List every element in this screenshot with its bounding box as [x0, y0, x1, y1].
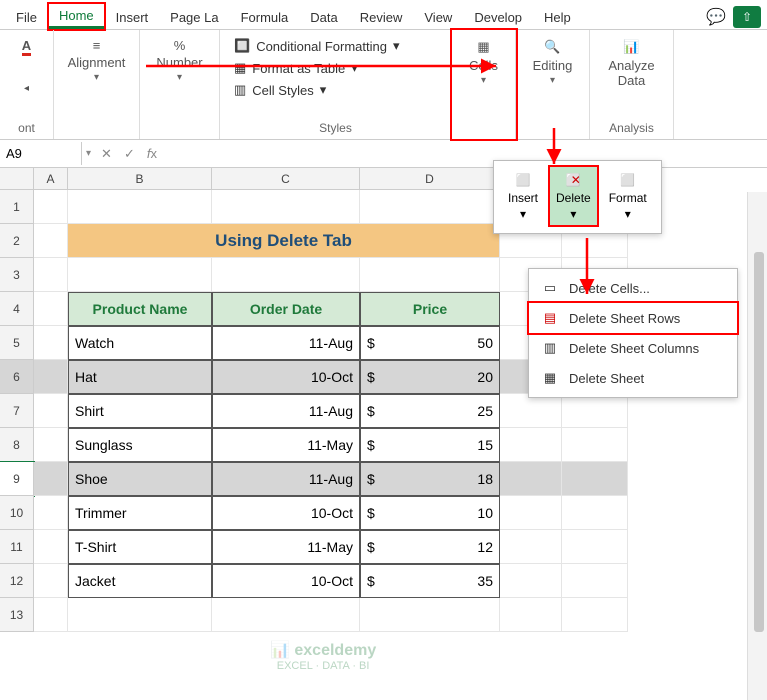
insert-cells-button[interactable]: ⬜ Insert▾	[502, 167, 544, 225]
align-center-icon: ≡	[93, 38, 101, 53]
styles-group-label: Styles	[319, 121, 352, 135]
delete-cells-icon: ▭	[541, 279, 559, 297]
tab-page-layout[interactable]: Page La	[160, 6, 228, 28]
enter-icon[interactable]: ✓	[118, 146, 141, 162]
ribbon: A ◂ ont ≡ Alignment▾ % Number▾ 🔲Conditio…	[0, 30, 767, 140]
analyze-icon: 📊	[623, 38, 641, 56]
delete-sheet-columns-menu[interactable]: ▥Delete Sheet Columns	[529, 333, 737, 363]
tab-home[interactable]: Home	[49, 4, 104, 29]
format-icon: ⬜	[619, 171, 637, 189]
cells-icon: ▦	[475, 38, 493, 56]
cancel-icon[interactable]: ✕	[95, 146, 118, 162]
tab-data[interactable]: Data	[300, 6, 347, 28]
tab-insert[interactable]: Insert	[106, 6, 159, 28]
tab-help[interactable]: Help	[534, 6, 581, 28]
cell-styles-button[interactable]: ▥Cell Styles▾	[234, 82, 432, 98]
delete-icon: ⬜✕	[564, 171, 582, 189]
analysis-group-label: Analysis	[609, 121, 654, 135]
scrollbar-thumb[interactable]	[754, 252, 764, 632]
number-format-button[interactable]: % Number▾	[150, 34, 208, 87]
fx-icon[interactable]: fx	[141, 146, 163, 161]
tab-review[interactable]: Review	[350, 6, 413, 28]
col-b[interactable]: B	[68, 168, 212, 190]
tab-formulas[interactable]: Formula	[231, 6, 299, 28]
table-icon: ▦	[234, 60, 246, 76]
col-c[interactable]: C	[212, 168, 360, 190]
tab-developer[interactable]: Develop	[464, 6, 532, 28]
grid-body: 12Using Delete Tab34Product NameOrder Da…	[0, 190, 628, 632]
insert-icon: ⬜	[514, 171, 532, 189]
cell-styles-icon: ▥	[234, 82, 246, 98]
name-box[interactable]: A9	[0, 142, 82, 165]
tab-file[interactable]: File	[6, 6, 47, 28]
editing-icon: 🔍	[544, 38, 562, 56]
delete-cells-menu[interactable]: ▭Delete Cells...	[529, 273, 737, 303]
conditional-formatting-button[interactable]: 🔲Conditional Formatting▾	[234, 38, 432, 54]
col-a[interactable]: A	[34, 168, 68, 190]
format-as-table-button[interactable]: ▦Format as Table▾	[234, 60, 432, 76]
percent-icon: %	[174, 38, 186, 53]
cells-dropdown: ⬜ Insert▾ ⬜✕ Delete▾ ⬜ Format▾	[493, 160, 662, 234]
delete-cols-icon: ▥	[541, 339, 559, 357]
cells-button[interactable]: ▦ Cells▾	[463, 34, 504, 90]
font-color-button[interactable]: A	[16, 34, 37, 60]
font-color-icon: A	[22, 38, 31, 56]
font-group-label: ont	[18, 121, 35, 135]
select-all[interactable]	[0, 168, 34, 190]
tab-view[interactable]: View	[414, 6, 462, 28]
formula-bar[interactable]	[163, 150, 767, 158]
conditional-formatting-icon: 🔲	[234, 38, 250, 54]
delete-sheet-menu[interactable]: ▦Delete Sheet	[529, 363, 737, 393]
col-d[interactable]: D	[360, 168, 500, 190]
ribbon-tabs: File Home Insert Page La Formula Data Re…	[0, 0, 767, 30]
share-button[interactable]: ⇧	[733, 6, 761, 28]
editing-button[interactable]: 🔍 Editing▾	[527, 34, 579, 90]
analyze-data-button[interactable]: 📊 Analyze Data	[598, 34, 665, 92]
alignment-button[interactable]: ≡ Alignment▾	[62, 34, 132, 87]
delete-sheet-rows-menu[interactable]: ▤Delete Sheet Rows	[529, 303, 737, 333]
format-cells-button[interactable]: ⬜ Format▾	[603, 167, 653, 225]
delete-rows-icon: ▤	[541, 309, 559, 327]
delete-submenu: ▭Delete Cells... ▤Delete Sheet Rows ▥Del…	[528, 268, 738, 398]
watermark: 📊 exceldemy EXCEL · DATA · BI	[270, 640, 376, 672]
delete-sheet-icon: ▦	[541, 369, 559, 387]
delete-cells-button[interactable]: ⬜✕ Delete▾	[550, 167, 597, 225]
vertical-scrollbar[interactable]	[747, 192, 767, 700]
comments-icon[interactable]: 💬	[705, 6, 727, 28]
